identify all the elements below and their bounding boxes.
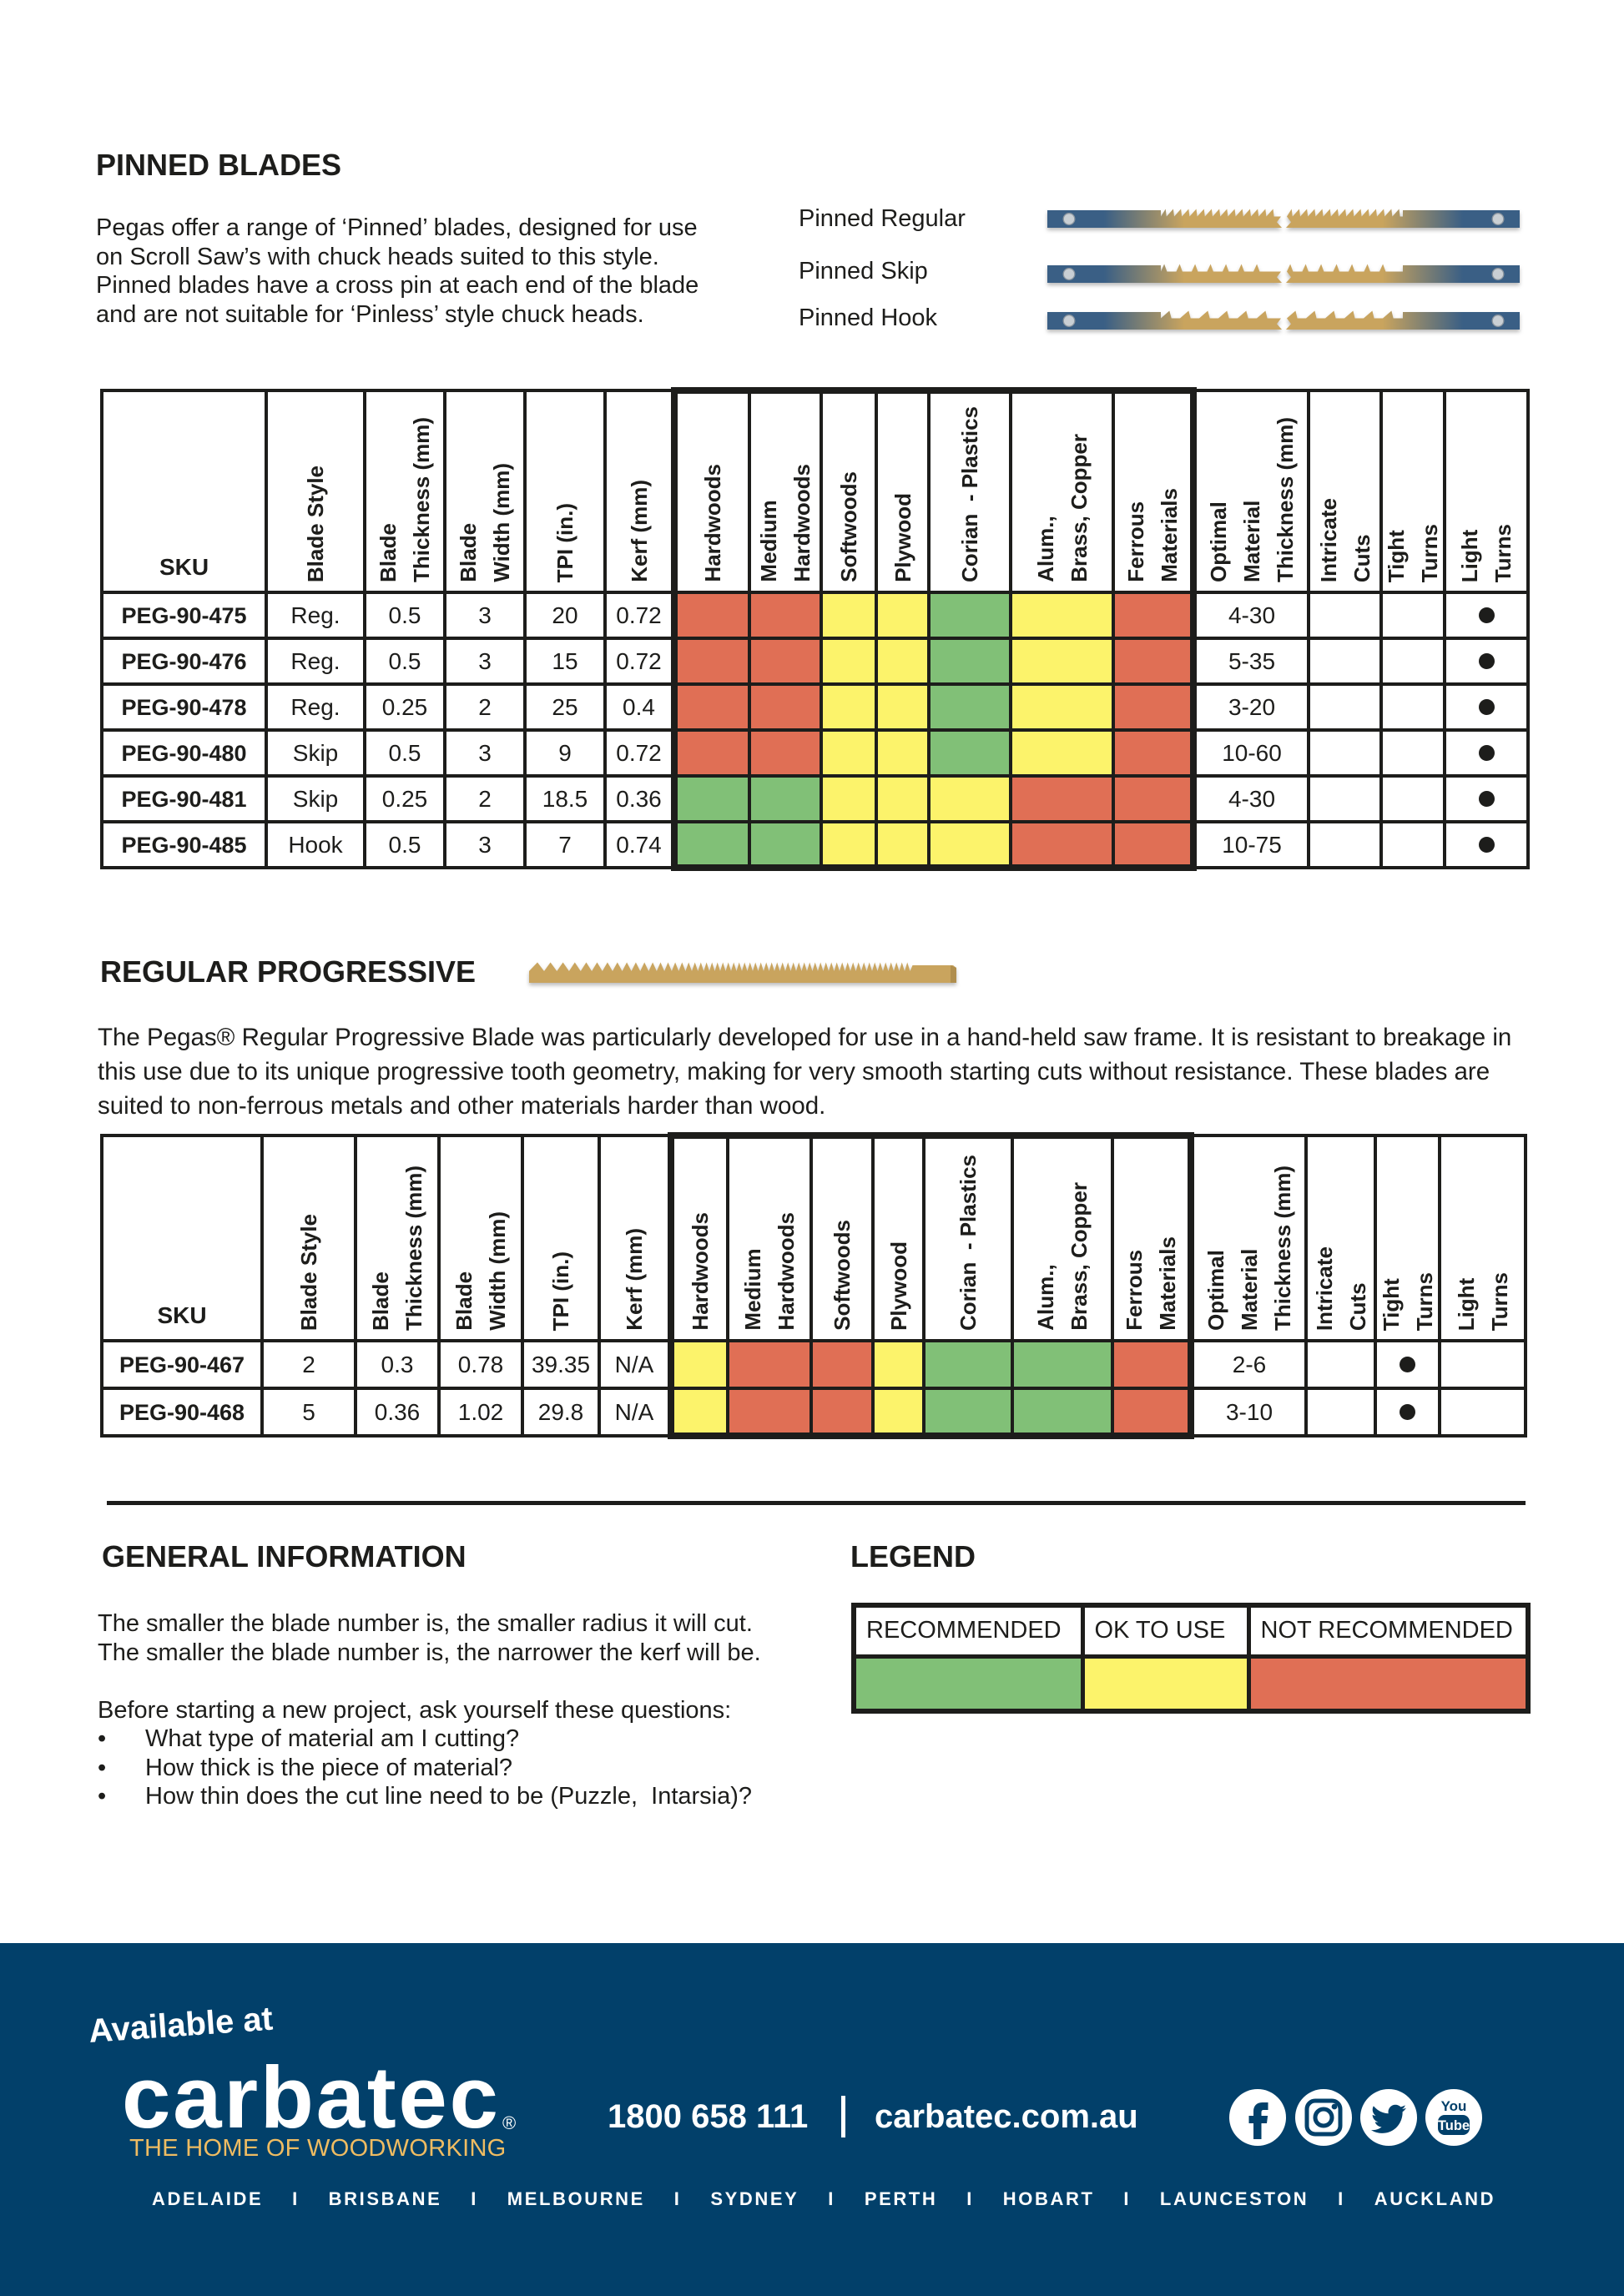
svg-text:Tube: Tube [1438, 2118, 1470, 2133]
svg-text:You: You [1441, 2098, 1467, 2114]
